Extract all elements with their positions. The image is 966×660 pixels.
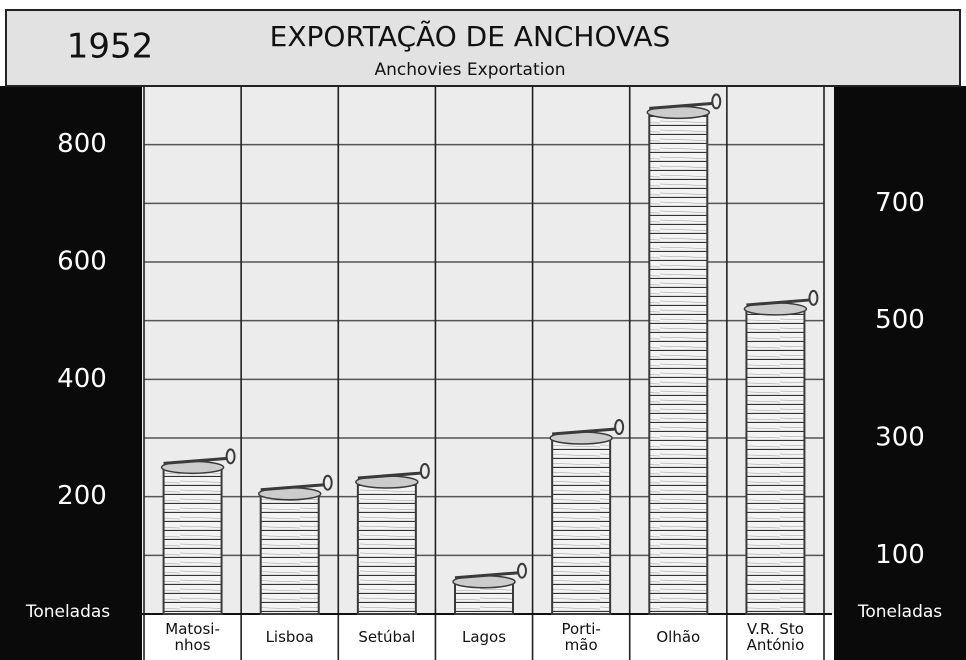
y2-tick-label: 500 [875, 305, 925, 335]
y-tick-label: 600 [57, 247, 107, 277]
y-tick-label: 200 [57, 481, 107, 511]
year: 1952 [67, 27, 154, 67]
y-tick-label: 400 [57, 364, 107, 394]
x-tick-label: Porti- mão [533, 621, 629, 653]
tin-stack [649, 112, 707, 614]
tin-stack [746, 309, 804, 614]
plot-area [142, 86, 834, 616]
tin-stack [261, 494, 319, 614]
y-axis-label: Toneladas [25, 602, 110, 622]
chart: 1952 EXPORTAÇÃO DE ANCHOVAS Anchovies Ex… [0, 0, 966, 660]
y2-axis-label: Toneladas [857, 602, 942, 622]
y2-tick-label: 100 [875, 540, 925, 570]
x-tick-label: Olhão [630, 629, 726, 645]
chart-subtitle: Anchovies Exportation [374, 60, 565, 80]
x-tick-label: Lagos [436, 629, 532, 645]
y-tick-label: 800 [57, 129, 107, 159]
x-tick-label: Lisboa [242, 629, 338, 645]
x-tick-label: V.R. Sto António [727, 621, 823, 653]
x-tick-label: Setúbal [339, 629, 435, 645]
tin-stack [358, 482, 416, 614]
chart-title: EXPORTAÇÃO DE ANCHOVAS [270, 20, 671, 53]
right-panel [834, 86, 966, 660]
tin-stack [164, 467, 222, 614]
chart-canvas: 1952 EXPORTAÇÃO DE ANCHOVAS Anchovies Ex… [0, 0, 966, 660]
y2-tick-label: 700 [875, 188, 925, 218]
x-tick-label: Matosi- nhos [145, 621, 241, 653]
y2-tick-label: 300 [875, 423, 925, 453]
tin-stack [552, 438, 610, 614]
